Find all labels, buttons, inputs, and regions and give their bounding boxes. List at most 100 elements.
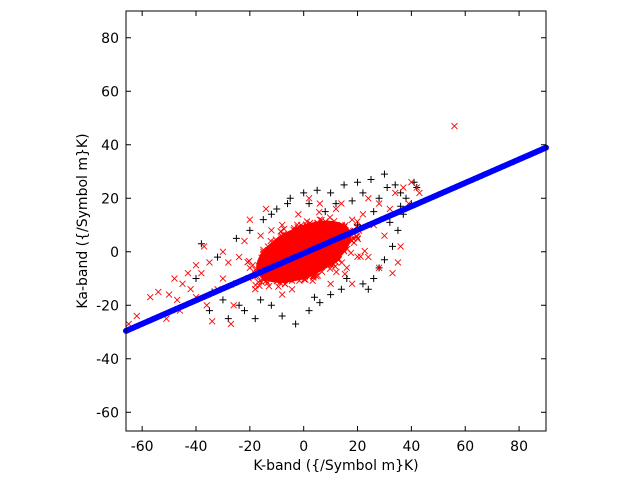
- red-cross-point: [259, 248, 267, 256]
- red-cross-point: [397, 243, 404, 250]
- red-cross-point: [275, 283, 282, 290]
- red-cross-point: [316, 200, 324, 207]
- red-cross-point: [338, 243, 345, 250]
- series-red-cross: [125, 122, 458, 328]
- black-plus-point: [235, 301, 243, 309]
- red-cross-point: [375, 200, 383, 207]
- y-tick-label: 0: [110, 245, 119, 261]
- red-cross-point: [332, 205, 340, 213]
- x-tick-label: -40: [185, 439, 208, 455]
- black-plus-point: [273, 205, 281, 213]
- red-cross-point: [413, 184, 421, 191]
- red-cross-point: [262, 205, 270, 213]
- black-plus-point: [267, 210, 275, 218]
- red-cross-point: [294, 210, 302, 218]
- black-plus-point: [375, 194, 383, 202]
- black-plus-point: [364, 285, 372, 293]
- red-cross-point: [399, 184, 407, 191]
- red-cross-point: [230, 301, 238, 309]
- red-cross-point: [316, 216, 324, 223]
- black-plus-point: [305, 200, 313, 208]
- red-cross-point: [179, 280, 186, 288]
- red-cross-point: [280, 225, 288, 233]
- black-plus-point: [300, 189, 308, 197]
- black-plus-point: [259, 216, 267, 224]
- black-plus-point: [192, 275, 200, 283]
- red-cross-point: [353, 233, 361, 240]
- red-cross-point: [357, 253, 364, 260]
- red-cross-point: [391, 189, 399, 197]
- red-cross-point: [257, 232, 264, 240]
- y-tick-label: 60: [101, 84, 119, 100]
- red-cross-point: [173, 296, 181, 304]
- x-tick-label: 40: [402, 439, 420, 455]
- series-blue-fit-line: [123, 144, 549, 334]
- x-tick-label: -20: [238, 439, 261, 455]
- x-axis-label: K-band ({/Symbol m}K): [253, 458, 418, 474]
- x-tick-label: 0: [299, 439, 308, 455]
- red-cross-point: [187, 285, 194, 293]
- red-cross-point: [338, 200, 345, 207]
- red-cross-point: [331, 263, 339, 270]
- plot-frame: [125, 10, 547, 432]
- red-cross-point: [381, 232, 388, 240]
- data-cloud: [244, 208, 369, 293]
- black-plus-point: [348, 197, 356, 205]
- red-cross-point: [359, 210, 367, 218]
- red-cross-point: [364, 253, 372, 261]
- red-cross-point: [311, 232, 318, 240]
- red-cross-point: [361, 247, 369, 255]
- black-plus-point: [380, 170, 388, 178]
- black-plus-point: [310, 293, 318, 301]
- black-plus-point: [383, 184, 391, 192]
- red-cross-point: [327, 280, 334, 288]
- x-tick-label: 20: [349, 439, 367, 455]
- black-plus-point: [305, 307, 313, 315]
- red-cross-point: [389, 269, 396, 277]
- red-cross-point: [386, 205, 394, 213]
- red-cross-point: [206, 259, 213, 266]
- red-cross-point: [333, 268, 340, 276]
- y-tick-label: -60: [96, 405, 119, 421]
- red-cross-point: [327, 227, 334, 234]
- black-plus-point: [267, 301, 275, 309]
- red-cross-point: [171, 275, 178, 282]
- x-tick-label: -60: [131, 439, 154, 455]
- black-plus-point: [292, 320, 300, 328]
- red-cross-point: [288, 285, 296, 293]
- red-cross-point: [416, 189, 423, 197]
- red-cross-point: [165, 291, 173, 298]
- black-plus-point: [284, 200, 292, 208]
- axis-ticks: -60 -40 -20 0 20 40 60 80 -60 -40 -20 0 20 40 60 80: [96, 11, 546, 455]
- red-cross-point: [198, 269, 205, 277]
- red-cross-point: [200, 243, 208, 250]
- red-cross-point: [364, 194, 372, 202]
- y-tick-label: -40: [96, 352, 119, 368]
- black-plus-point: [286, 194, 294, 202]
- red-cross-point: [348, 280, 356, 288]
- red-cross-point: [451, 122, 458, 130]
- y-tick-label: -20: [96, 298, 119, 314]
- black-plus-point: [214, 253, 222, 261]
- red-cross-point: [354, 253, 361, 261]
- red-cross-point: [268, 227, 275, 234]
- x-tick-label: 60: [456, 439, 474, 455]
- red-cross-point: [343, 264, 351, 272]
- y-axis-label: Ka-band ({/Symbol m}K): [75, 133, 91, 308]
- red-cross-point: [375, 264, 383, 272]
- red-cross-point: [284, 275, 291, 282]
- black-plus-point: [337, 285, 345, 293]
- y-tick-label: 80: [101, 31, 119, 47]
- black-plus-point: [367, 176, 375, 184]
- red-cross-point: [235, 253, 243, 261]
- red-cross-point: [245, 257, 253, 265]
- black-plus-point: [359, 280, 367, 288]
- black-plus-point: [313, 186, 321, 194]
- red-cross-point: [289, 237, 297, 245]
- red-cross-point: [251, 285, 259, 293]
- black-plus-point: [219, 296, 227, 304]
- black-plus-point: [232, 234, 240, 242]
- y-tick-label: 40: [101, 138, 119, 154]
- red-cross-point: [277, 228, 285, 235]
